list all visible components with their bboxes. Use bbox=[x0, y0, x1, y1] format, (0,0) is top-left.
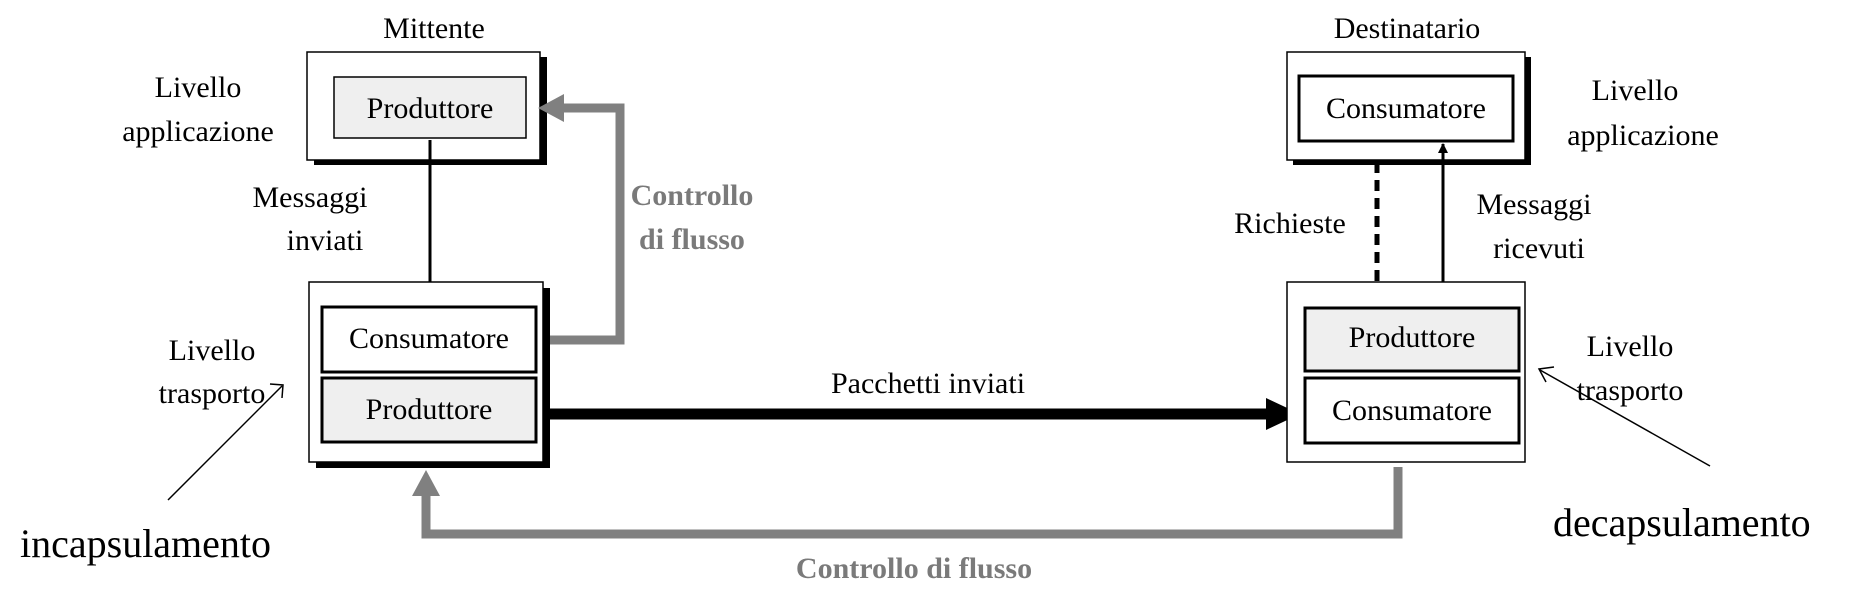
sender-producer-box bbox=[333, 76, 527, 139]
packets-sent-arrowhead bbox=[1266, 398, 1300, 430]
flow-control-upper-line2: di flusso bbox=[639, 223, 745, 256]
sender-transport-layer: Consumatore Produttore bbox=[308, 281, 550, 468]
sent-messages-line1: Messaggi bbox=[253, 181, 368, 214]
flow-control-upper-line bbox=[536, 103, 625, 345]
sender-app-level-line2: applicazione bbox=[122, 115, 274, 148]
receiver-transport-level-line1: Livello bbox=[1587, 330, 1674, 363]
receiver-producer-box bbox=[1303, 306, 1521, 373]
receiver-transport-layer: Produttore Consumatore bbox=[1286, 281, 1526, 463]
receiver-producer-label: Produttore bbox=[1349, 321, 1476, 354]
decapsulation-label: decapsulamento bbox=[1553, 500, 1811, 545]
sender-transport-producer-label: Produttore bbox=[366, 393, 493, 426]
flow-control-lower-arrowhead bbox=[412, 470, 440, 496]
flow-control-lower-label: Controllo di flusso bbox=[796, 552, 1032, 585]
received-messages-line2: ricevuti bbox=[1493, 232, 1585, 265]
received-messages-line1: Messaggi bbox=[1477, 188, 1592, 221]
requests-label: Richieste bbox=[1234, 207, 1346, 240]
sender-app-level-line1: Livello bbox=[155, 71, 242, 104]
decapsulation-pointer-head bbox=[1537, 366, 1555, 383]
sender-app-layer: Produttore bbox=[306, 51, 547, 165]
receiver-transport-level-line2: trasporto bbox=[1577, 374, 1684, 407]
sender-producer-label: Produttore bbox=[367, 92, 494, 125]
packets-sent-label: Pacchetti inviati bbox=[831, 367, 1025, 400]
sender-transport-producer-box bbox=[320, 376, 538, 444]
sender-transport-level-line2: trasporto bbox=[159, 377, 266, 410]
encapsulation-pointer-head bbox=[269, 383, 284, 399]
flow-control-upper-line1: Controllo bbox=[631, 179, 754, 212]
receiver-app-level-line2: applicazione bbox=[1567, 119, 1719, 152]
sent-messages-line2: inviati bbox=[287, 224, 364, 257]
receiver-consumer-label: Consumatore bbox=[1326, 92, 1486, 125]
flow-control-lower-line bbox=[421, 467, 1403, 539]
receiver-title: Destinatario bbox=[1334, 12, 1481, 45]
sender-transport-level-line1: Livello bbox=[169, 334, 256, 367]
flow-control-upper-arrowhead bbox=[538, 94, 564, 122]
sender-consumer-box bbox=[320, 305, 538, 374]
receiver-app-level-line1: Livello bbox=[1592, 74, 1679, 107]
receiver-transport-consumer-label: Consumatore bbox=[1332, 394, 1492, 427]
receiver-consumer-box bbox=[1297, 74, 1515, 143]
decapsulation-pointer bbox=[1539, 369, 1711, 467]
encapsulation-label: incapsulamento bbox=[20, 521, 271, 566]
receiver-transport-consumer-box bbox=[1303, 376, 1521, 445]
sender-title: Mittente bbox=[383, 12, 485, 45]
sender-consumer-label: Consumatore bbox=[349, 322, 509, 355]
receiver-app-layer: Consumatore bbox=[1286, 51, 1531, 165]
encapsulation-pointer bbox=[167, 385, 283, 501]
